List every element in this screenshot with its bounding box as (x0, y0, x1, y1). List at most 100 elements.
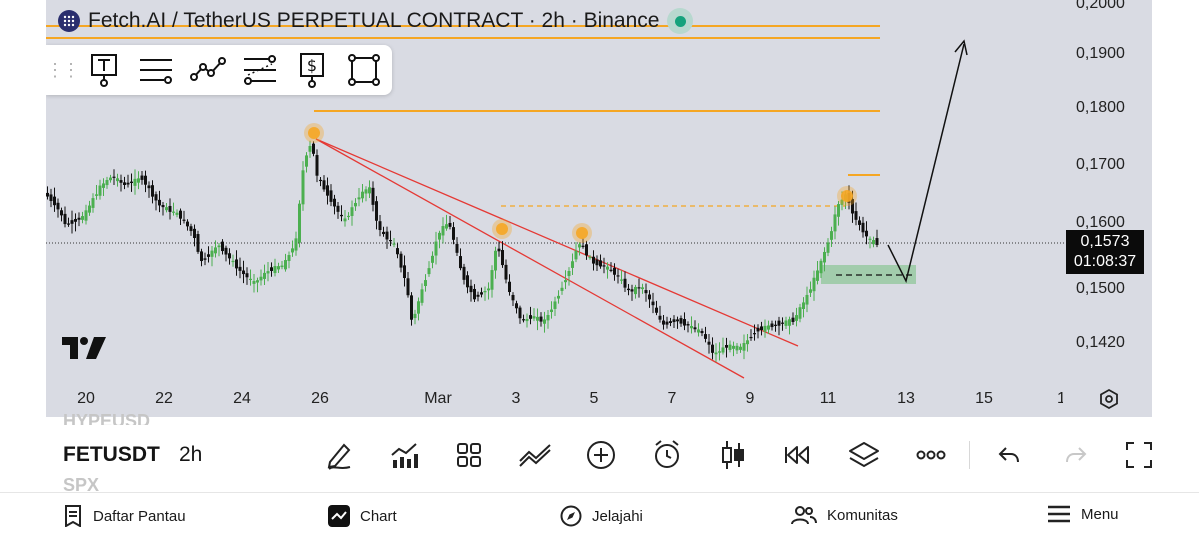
candle-body (280, 265, 284, 268)
symbol-name[interactable]: FETUSDT (63, 443, 160, 466)
candle-body (616, 275, 620, 277)
candle-body (144, 175, 147, 185)
candle-body (480, 292, 483, 295)
candle-body (707, 341, 711, 345)
nav-watchlist[interactable]: Daftar Pantau (63, 505, 186, 527)
candle-body (651, 301, 655, 306)
candle-body (462, 266, 466, 280)
time-axis-label: 9 (745, 390, 755, 407)
candle-body (525, 319, 529, 322)
candle-body (665, 321, 669, 325)
layers-icon[interactable] (846, 437, 882, 473)
alarm-clock-icon[interactable] (649, 437, 685, 473)
candle-body (679, 318, 683, 324)
replay-icon[interactable] (780, 437, 816, 473)
prev-symbol[interactable]: HYPEUSD (63, 411, 151, 425)
candle-body (791, 317, 795, 322)
candle-body (235, 259, 238, 269)
candle-body (291, 248, 294, 253)
candle-body (641, 287, 644, 290)
candle-body (340, 214, 343, 217)
candle-body (851, 199, 854, 214)
candle-body (95, 194, 98, 196)
candle-body (543, 319, 546, 324)
horizontal-lines-icon[interactable] (130, 47, 182, 93)
candle-body (476, 294, 480, 297)
time-axis-label: Mar (424, 390, 452, 407)
candle-body (840, 199, 844, 205)
candle-body (203, 258, 207, 260)
draw-pen-icon[interactable] (321, 437, 357, 473)
candle-body (749, 336, 753, 339)
compare-icon[interactable] (517, 437, 553, 473)
next-symbol[interactable]: SPX (63, 475, 100, 492)
candle-body (469, 285, 473, 293)
chart-area[interactable]: Fetch.AI / TetherUS PERPETUAL CONTRACT ·… (46, 0, 1152, 417)
candle-body (231, 260, 235, 263)
price-label-icon[interactable]: $ (286, 47, 338, 93)
candle-body (515, 303, 518, 309)
candle-body (420, 289, 424, 303)
candle-body (854, 211, 858, 220)
candle-body (595, 259, 599, 266)
candle-body (301, 170, 305, 205)
candle-body (210, 250, 214, 257)
interval-selector[interactable]: 2h (179, 443, 203, 466)
candle-body (578, 244, 581, 248)
svg-text:$: $ (307, 56, 317, 75)
candle-body (620, 279, 623, 281)
candle-body (459, 256, 462, 269)
candle-body (623, 278, 627, 288)
nav-chart[interactable]: Chart (328, 505, 397, 527)
candle-body (361, 191, 364, 199)
time-axis-label: 11 (819, 390, 837, 407)
swing-high-marker (308, 127, 320, 139)
indicators-icon[interactable] (386, 437, 422, 473)
candle-body (186, 221, 189, 227)
candle-body (228, 253, 231, 259)
chart-title[interactable]: Fetch.AI / TetherUS PERPETUAL CONTRACT ·… (88, 9, 660, 32)
candle-body (417, 301, 420, 314)
candle-body (179, 210, 182, 219)
price-chart[interactable] (46, 0, 1152, 417)
candles-icon[interactable] (715, 437, 751, 473)
candle-body (249, 278, 252, 281)
chart-settings-icon[interactable] (1098, 388, 1120, 415)
candle-body (196, 234, 200, 252)
drag-handle-icon[interactable]: ⋮⋮ (46, 59, 80, 80)
more-icon[interactable] (913, 437, 949, 473)
nav-menu[interactable]: Menu (1047, 505, 1119, 523)
candle-body (466, 275, 469, 288)
nav-community[interactable]: Komunitas (791, 505, 898, 525)
candle-body (189, 226, 193, 232)
candle-body (333, 198, 336, 207)
undo-icon[interactable] (991, 437, 1027, 473)
candle-body (742, 343, 746, 351)
candle-body (224, 247, 228, 255)
swing-high-marker (576, 227, 588, 239)
rectangle-icon[interactable] (338, 47, 390, 93)
projection-arrow-head (954, 39, 968, 56)
candle-body (434, 241, 438, 256)
trend-path-icon[interactable] (182, 47, 234, 93)
candle-body (504, 264, 508, 280)
candle-body (487, 288, 490, 291)
candle-body (165, 207, 168, 211)
text-tool-icon[interactable] (78, 47, 130, 93)
fib-levels-icon[interactable] (234, 47, 286, 93)
add-icon[interactable] (583, 437, 619, 473)
candle-body (711, 344, 714, 353)
symbol-toolbar: HYPEUSD FETUSDT 2h SPX (0, 411, 1199, 492)
fullscreen-icon[interactable] (1124, 437, 1154, 473)
candle-body (770, 323, 774, 328)
time-axis-label: 3 (511, 390, 521, 407)
layout-grid-icon[interactable] (451, 437, 487, 473)
nav-explore[interactable]: Jelajahi (560, 505, 643, 527)
candle-body (364, 189, 368, 194)
redo-icon[interactable] (1058, 437, 1094, 473)
candle-body (648, 294, 651, 300)
chart-icon (328, 505, 350, 527)
candle-body (413, 313, 417, 319)
candle-body (200, 251, 203, 262)
current-price: 0,1573 (1080, 233, 1130, 250)
